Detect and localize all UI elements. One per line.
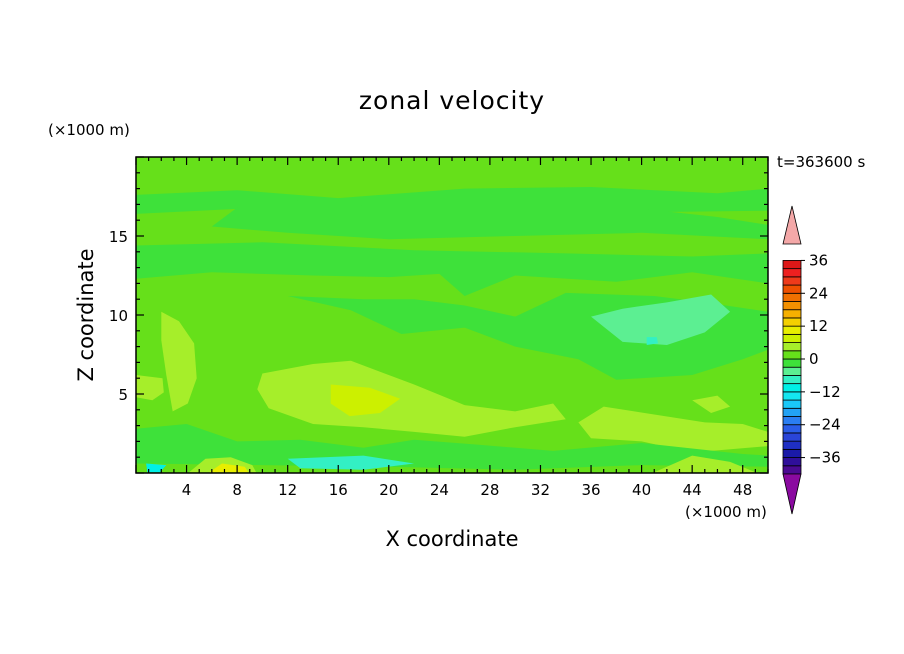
x-tick-label: 8	[232, 481, 242, 499]
contour-region	[136, 242, 768, 296]
colorbar-segment	[782, 407, 802, 417]
x-tick-label: 36	[581, 481, 600, 499]
contour-region	[209, 463, 249, 473]
colorbar-segment	[782, 317, 802, 327]
colorbar-segment	[782, 268, 802, 278]
colorbar-segment	[782, 333, 802, 343]
colorbar-segment	[782, 309, 802, 319]
x-tick-label: 28	[480, 481, 499, 499]
x-tick-label: 32	[531, 481, 550, 499]
colorbar-tick-label: 36	[809, 251, 828, 269]
y-tick-label: 5	[118, 386, 128, 404]
colorbar-segment	[782, 350, 802, 360]
colorbar-segment	[782, 375, 802, 385]
colorbar-tick-label: 0	[809, 350, 819, 368]
y-axis-unit-label: (×1000 m)	[48, 121, 130, 139]
contour-region	[591, 294, 731, 345]
colorbar-segment	[782, 440, 802, 450]
colorbar: 36 24 12 0 −12 −24 −36	[782, 205, 841, 515]
contour-region	[646, 337, 658, 345]
contour-region	[330, 384, 401, 417]
colorbar-segment	[782, 325, 802, 335]
colorbar-segment	[782, 416, 802, 426]
colorbar-tick-label: 24	[809, 284, 828, 302]
colorbar-segment	[782, 424, 802, 434]
chart-title: zonal velocity	[358, 86, 546, 115]
x-axis-title: X coordinate	[385, 527, 519, 551]
x-tick-label: 48	[733, 481, 752, 499]
colorbar-over-triangle	[782, 205, 802, 245]
colorbar-segment	[782, 260, 802, 270]
contour-region	[161, 311, 197, 412]
x-tick-label: 44	[683, 481, 702, 499]
x-tick-label: 4	[182, 481, 192, 499]
contour-region	[578, 406, 768, 453]
colorbar-segment	[782, 276, 802, 286]
colorbar-segment	[782, 292, 802, 302]
colorbar-segment	[782, 383, 802, 393]
colorbar-segment	[782, 399, 802, 409]
colorbar-segment	[782, 366, 802, 376]
time-label: t=363600 s	[777, 153, 866, 171]
colorbar-segment	[782, 358, 802, 368]
colorbar-tick-label: 12	[809, 317, 828, 335]
contour-region	[257, 360, 566, 437]
x-tick-label: 40	[632, 481, 651, 499]
y-tick-label: 10	[109, 307, 128, 325]
contour-region	[136, 424, 768, 470]
colorbar-tick-label: −24	[809, 416, 841, 434]
x-tick-label: 12	[278, 481, 297, 499]
colorbar-segment	[782, 465, 802, 475]
colorbar-tick-label: −12	[809, 383, 841, 401]
contour-region	[654, 455, 756, 473]
colorbar-segment	[782, 342, 802, 352]
y-tick-label: 15	[109, 228, 128, 246]
contour-region	[692, 395, 731, 413]
x-axis-unit-label: (×1000 m)	[685, 503, 767, 521]
contour-field	[136, 157, 768, 473]
contour-region	[287, 455, 415, 470]
colorbar-segment	[782, 391, 802, 401]
x-tick-label: 20	[379, 481, 398, 499]
colorbar-segment	[782, 301, 802, 311]
colorbar-segment	[782, 448, 802, 458]
colorbar-under-triangle	[782, 473, 802, 515]
contour-region	[211, 199, 768, 240]
x-tick-label: 24	[430, 481, 449, 499]
colorbar-segment	[782, 457, 802, 467]
colorbar-tick-label: −36	[809, 449, 841, 467]
colorbar-segment	[782, 284, 802, 294]
x-tick-label: 16	[329, 481, 348, 499]
colorbar-segment	[782, 432, 802, 442]
